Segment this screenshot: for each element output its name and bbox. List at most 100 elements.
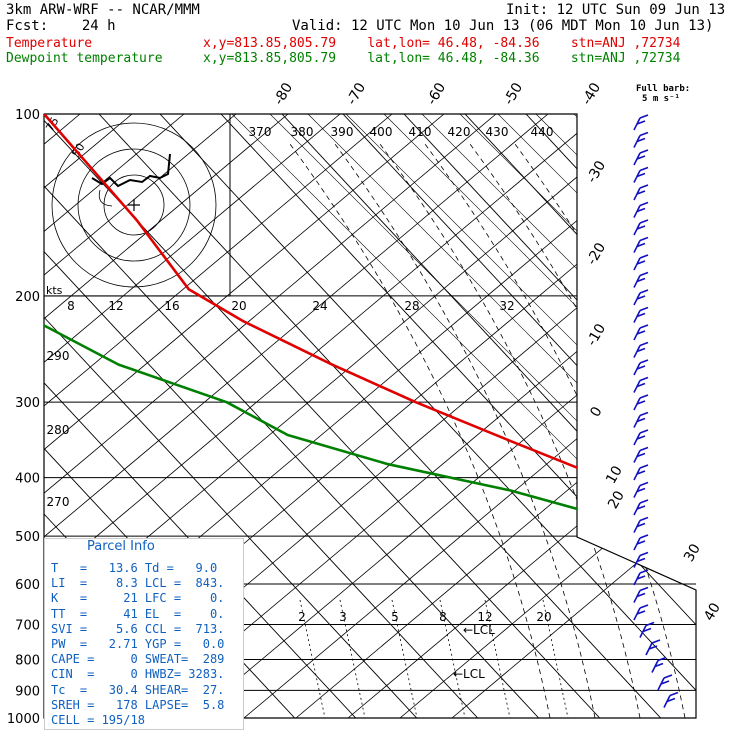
wind-barb xyxy=(633,341,649,358)
dry-adiabat xyxy=(44,114,393,718)
isotherm xyxy=(44,114,479,718)
parcel-row: CIN = 0 HWBZ= 3283. xyxy=(51,667,225,682)
theta-label: 290 xyxy=(47,349,70,363)
isotherm xyxy=(281,114,696,718)
wind-barb xyxy=(633,376,649,393)
isotherm-label: -70 xyxy=(344,80,369,108)
hodograph-ring-label: 50 xyxy=(69,141,87,160)
init-time: Init: 12 UTC Sun 09 Jun 13 xyxy=(506,2,726,18)
wind-barb xyxy=(633,219,649,236)
hodograph-box xyxy=(43,113,231,297)
dry-adiabat xyxy=(44,114,341,718)
wind-barb xyxy=(639,621,655,638)
wind-barb xyxy=(633,586,649,603)
lcl-label: ←LCL xyxy=(463,623,495,637)
wind-barb xyxy=(633,446,649,463)
wind-barb xyxy=(645,639,661,656)
pressure-tick-label: 200 xyxy=(15,290,40,305)
wind-barb xyxy=(633,289,649,306)
wind-barb xyxy=(633,184,649,201)
isotherm xyxy=(44,114,540,718)
wind-barb xyxy=(633,201,649,218)
theta-label: 280 xyxy=(47,423,70,437)
pressure-tick-label: 300 xyxy=(15,396,40,411)
pressure-tick-label: 500 xyxy=(15,530,40,545)
pressure-tick-label: 900 xyxy=(15,684,40,699)
speed-label: 16 xyxy=(164,299,179,313)
theta-e-label: 400 xyxy=(370,125,393,139)
dry-adiabat xyxy=(139,114,696,718)
parcel-info-title: Parcel Info xyxy=(87,539,155,554)
theta-label: 270 xyxy=(47,495,70,509)
pressure-tick-label: 600 xyxy=(15,578,40,593)
forecast-hour: Fcst: 24 h xyxy=(6,18,116,34)
isotherm-label: 10 xyxy=(603,463,626,486)
legend-dewpoint: Dewpoint temperature xyxy=(6,51,163,66)
wind-barb xyxy=(633,149,649,166)
wind-barb xyxy=(633,499,649,516)
theta-e-label: 410 xyxy=(409,125,432,139)
moist-adiabat xyxy=(289,143,551,718)
wind-barb xyxy=(633,481,649,498)
pressure-tick-label: 700 xyxy=(15,618,40,633)
mixing-ratio-line xyxy=(439,599,466,718)
location-info-green: x,y=813.85,805.79 lat,lon= 46.48, -84.36… xyxy=(203,51,681,66)
mixing-ratio-label: 3 xyxy=(339,610,347,624)
speed-label: 24 xyxy=(312,299,327,313)
pressure-tick-label: 800 xyxy=(15,653,40,668)
dry-adiabat xyxy=(44,114,185,718)
wind-barbs xyxy=(633,114,679,708)
valid-time: Valid: 12 UTC Mon 10 Jun 13 (06 MDT Mon … xyxy=(292,18,714,34)
dry-adiabat xyxy=(347,114,696,718)
isotherm-label: 0 xyxy=(587,404,605,420)
isotherm-label: -80 xyxy=(271,80,296,108)
wind-barb xyxy=(633,604,649,621)
mixing-ratio-line xyxy=(299,599,326,718)
speed-label: 12 xyxy=(108,299,123,313)
parcel-row: SREH = 178 LAPSE= 5.8 xyxy=(51,697,225,712)
legend-temperature: Temperature xyxy=(6,36,93,51)
hodograph-trace xyxy=(91,153,171,188)
mixing-ratio-line xyxy=(542,599,569,718)
pressure-tick-label: 100 xyxy=(15,108,40,123)
isotherm xyxy=(464,114,696,718)
wind-barb xyxy=(633,166,649,183)
wind-barb xyxy=(633,271,649,288)
mixing-ratio-label: 2 xyxy=(298,610,306,624)
wind-barb xyxy=(633,394,649,411)
temperature-line xyxy=(44,114,696,708)
hodograph xyxy=(43,113,231,297)
sounding-series xyxy=(44,114,696,709)
isotherm xyxy=(647,114,696,718)
isotherm xyxy=(220,114,696,718)
mixing-ratio-line xyxy=(391,599,418,718)
wind-barb xyxy=(633,236,649,253)
dry-adiabat xyxy=(399,114,696,718)
barb-note: Full barb: xyxy=(636,84,691,94)
hodograph-center xyxy=(128,199,140,211)
parcel-row: CAPE = 0 SWEAT= 289 xyxy=(51,652,225,667)
wind-barb xyxy=(633,114,649,131)
mixing-ratio-label: 12 xyxy=(477,610,492,624)
wind-barb xyxy=(633,516,649,533)
parcel-info-panel: Parcel Info T = 13.6 Td = 9.0 LI = 8.3 LC… xyxy=(44,538,244,730)
theta-e-label: 440 xyxy=(531,125,554,139)
isotherm xyxy=(709,114,740,718)
theta-e-label: 390 xyxy=(331,125,354,139)
wind-barb xyxy=(633,534,649,551)
mixing-ratio-line xyxy=(339,599,366,718)
wind-barb xyxy=(633,569,649,586)
location-info-red: x,y=813.85,805.79 lat,lon= 46.48, -84.36… xyxy=(203,36,681,51)
theta-e-label: 430 xyxy=(486,125,509,139)
moist-adiabat xyxy=(379,143,641,718)
isotherm-label: 20 xyxy=(605,488,628,511)
wind-barb xyxy=(633,359,649,376)
theta-e-label: 370 xyxy=(249,125,272,139)
dry-adiabat xyxy=(44,114,237,718)
mixing-ratio-label: 20 xyxy=(536,610,551,624)
isotherm-label: -50 xyxy=(501,80,526,108)
theta-e-label: 420 xyxy=(448,125,471,139)
hodograph-ring xyxy=(77,148,191,262)
theta-e-line xyxy=(269,114,696,635)
barb-note-units: 5 m s⁻¹ xyxy=(642,94,680,104)
